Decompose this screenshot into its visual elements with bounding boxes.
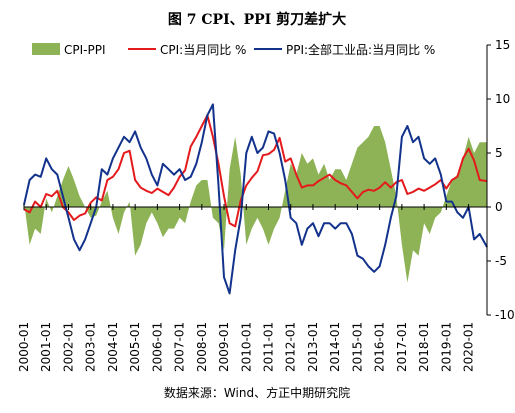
- x-tick-label: 2008-01: [195, 322, 209, 372]
- x-tick-label: 2002-01: [61, 322, 75, 372]
- x-tick-label: 2019-01: [439, 322, 453, 372]
- series-line-ppi: [23, 103, 488, 295]
- x-tick-label: 2018-01: [417, 322, 431, 372]
- legend-swatch-cpi-ppi: [32, 43, 60, 55]
- x-tick-label: 2016-01: [373, 322, 387, 372]
- legend-label-ppi: PPI:全部工业品:当月同比 %: [286, 42, 435, 57]
- x-tick-label: 2014-01: [328, 322, 342, 372]
- source-note: 数据来源：Wind、方正中期研究院: [164, 385, 350, 400]
- x-tick-label: 2006-01: [150, 322, 164, 372]
- x-tick-label: 2009-01: [217, 322, 231, 372]
- x-tick-label: 2011-01: [262, 322, 276, 372]
- y-tick-label: 0: [495, 200, 503, 214]
- x-tick-label: 2001-01: [39, 322, 53, 372]
- y-tick-label: -5: [495, 254, 507, 268]
- legend-label-cpi-ppi: CPI-PPI: [64, 43, 106, 57]
- x-tick-label: 2005-01: [128, 322, 142, 372]
- x-tick-label: 2000-01: [17, 322, 31, 372]
- chart-title: 图 7 CPI、PPI 剪刀差扩大: [168, 11, 346, 28]
- series-line-cpi: [23, 114, 488, 228]
- series-area-cpi-ppi: [24, 126, 487, 283]
- legend-label-cpi: CPI:当月同比 %: [160, 43, 246, 57]
- legend: CPI-PPI CPI:当月同比 % PPI:全部工业品:当月同比 %: [32, 42, 435, 57]
- x-tick-label: 2015-01: [350, 322, 364, 372]
- x-tick-label: 2017-01: [395, 322, 409, 372]
- plot-area: -10 -5 0 5 10 15 2000-01 2001-01 2002-01 2003-01 2…: [17, 38, 515, 372]
- x-tick-label: 2020-01: [462, 322, 476, 372]
- y-tick-label: 5: [495, 146, 503, 160]
- x-tick-label: 2003-01: [84, 322, 98, 372]
- y-tick-label: 15: [495, 38, 510, 52]
- x-tick-label: 2013-01: [306, 322, 320, 372]
- x-tick-label: 2004-01: [106, 322, 120, 372]
- y-tick-label: -10: [495, 308, 515, 322]
- x-tick-label: 2007-01: [173, 322, 187, 372]
- x-tick-label: 2012-01: [284, 322, 298, 372]
- x-tick-label: 2010-01: [239, 322, 253, 372]
- y-tick-label: 10: [495, 92, 510, 106]
